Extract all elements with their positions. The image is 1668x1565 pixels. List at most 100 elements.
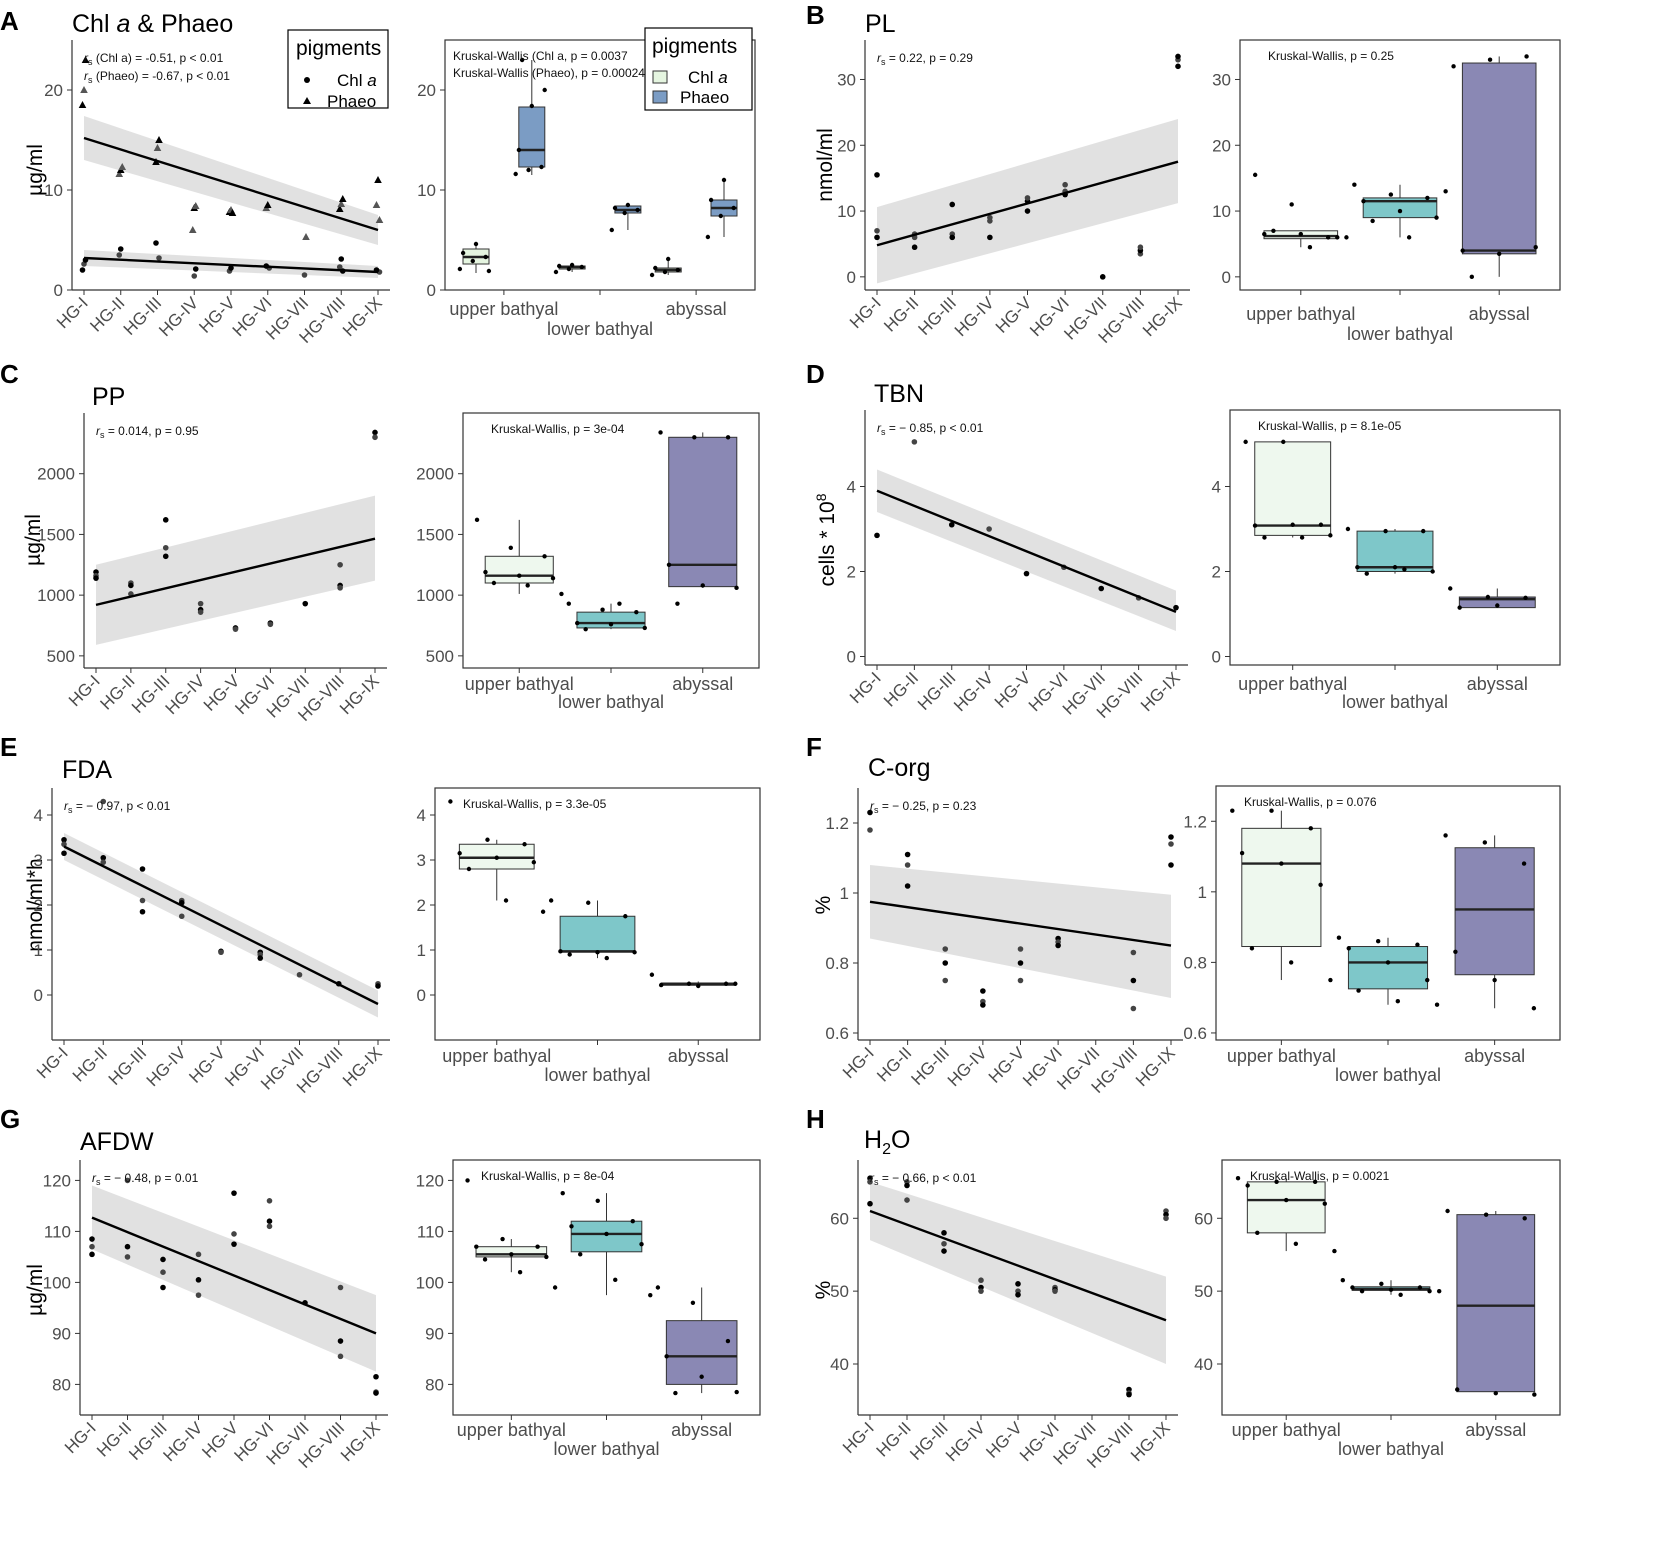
- confidence-band-H-0: [870, 1181, 1166, 1364]
- box-upper: [1254, 441, 1332, 536]
- data-point: [218, 949, 224, 956]
- data-point: [874, 234, 880, 241]
- data-point: [1126, 1391, 1132, 1398]
- scatter-B-ytick-label: 20: [837, 136, 856, 155]
- data-point-phaeo: [302, 233, 310, 240]
- regression-line-H-0: [869, 1209, 1167, 1322]
- data-point: [1168, 834, 1174, 840]
- jitter-point: [1332, 1248, 1337, 1254]
- scatter-D-ytick-label: 4: [847, 478, 856, 497]
- station-label: HG-II: [873, 1043, 915, 1085]
- data-point-phaeo: [228, 209, 237, 216]
- jitter-point: [609, 227, 614, 233]
- panel-title-D: TBN: [874, 380, 924, 408]
- data-point: [867, 1179, 873, 1185]
- data-point: [874, 227, 880, 234]
- jitter-point: [509, 1252, 514, 1257]
- panel-title-C: PP: [92, 383, 125, 411]
- jitter-point: [666, 256, 671, 262]
- data-point: [1168, 841, 1174, 847]
- jitter-point: [470, 258, 475, 264]
- data-point-phaeo: [188, 226, 197, 233]
- station-label: HG-IV: [162, 671, 209, 718]
- jitter-point: [566, 601, 571, 606]
- zone-label: abyssal: [672, 674, 733, 694]
- zone-label: abyssal: [671, 1420, 732, 1440]
- jitter-point: [635, 207, 640, 213]
- data-point: [89, 1243, 95, 1250]
- confidence-band-A-0: [84, 116, 378, 245]
- box-stat-annotation-F: Kruskal-Wallis, p = 0.076: [1244, 795, 1377, 809]
- legend-label-phaeo: Phaeo: [327, 92, 376, 111]
- jitter-point: [1415, 942, 1420, 947]
- jitter-point: [1308, 826, 1313, 831]
- station-label: HG-IV: [155, 293, 202, 340]
- data-point: [162, 553, 169, 560]
- scatter-G-ytick-label: 120: [43, 1171, 71, 1190]
- jitter-point: [483, 254, 488, 260]
- jitter-point: [1284, 1197, 1289, 1203]
- jitter-point: [655, 1285, 661, 1290]
- jitter-point: [604, 955, 609, 961]
- scatter-C-ytick-label: 2000: [37, 465, 75, 484]
- box-stat-annotation-H: Kruskal-Wallis, p = 0.0021: [1250, 1169, 1390, 1183]
- data-point: [266, 1223, 273, 1230]
- data-point: [986, 526, 992, 532]
- jitter-point: [1249, 946, 1255, 951]
- panel-H: HH2O%405060HG-IHG-IIHG-IIIHG-IVHG-VHG-VI…: [806, 1104, 1561, 1472]
- scatter-D-ytick-label: 0: [847, 648, 856, 667]
- confidence-band-C-0: [96, 495, 375, 645]
- data-point-phaeo: [115, 170, 124, 177]
- data-point: [100, 798, 107, 805]
- data-point: [1023, 570, 1030, 577]
- jitter-point: [1495, 603, 1500, 608]
- jitter-point: [529, 103, 534, 109]
- jitter-point: [1397, 208, 1403, 214]
- station-label: HG-IV: [950, 668, 997, 715]
- data-point-phaeo: [191, 202, 200, 209]
- jitter-point: [1451, 64, 1456, 69]
- jitter-point: [1340, 1278, 1346, 1283]
- jitter-point: [721, 177, 727, 183]
- scatter-plot-C: 500100015002000HG-IHG-IIHG-IIIHG-IVHG-VH…: [37, 413, 387, 725]
- station-label: HG-III: [915, 293, 960, 338]
- jitter-point: [600, 607, 605, 612]
- confidence-band-F-0: [870, 865, 1171, 998]
- jitter-point: [586, 900, 591, 905]
- jitter-point: [550, 575, 556, 581]
- data-point: [980, 1002, 986, 1008]
- jitter-point: [494, 855, 499, 860]
- jitter-point: [699, 1374, 704, 1379]
- y-axis-label-H: %: [812, 1281, 835, 1300]
- jitter-point: [539, 164, 544, 170]
- data-point-phaeo: [155, 136, 163, 143]
- jitter-point: [517, 573, 522, 578]
- jitter-point: [1328, 533, 1333, 538]
- box-D-ytick-label: 2: [1212, 563, 1221, 582]
- data-point: [1173, 604, 1179, 611]
- jitter-point: [731, 205, 736, 211]
- data-point: [231, 1241, 237, 1247]
- stat-annotation-A: rs (Chl a) = -0.51, p < 0.01: [84, 51, 224, 67]
- data-point: [867, 827, 873, 833]
- data-point: [987, 234, 993, 241]
- jitter-point: [1350, 1285, 1355, 1290]
- zone-label: lower bathyal: [544, 1065, 650, 1085]
- jitter-point: [1383, 528, 1388, 534]
- data-point: [1052, 1288, 1058, 1294]
- jitter-point: [491, 580, 497, 586]
- box-upper: [475, 1246, 548, 1258]
- scatter-E-ytick-label: 2: [34, 896, 43, 915]
- data-point: [942, 946, 949, 952]
- station-label: HG-IX: [1137, 668, 1184, 715]
- data-point-chl-a: [191, 273, 198, 279]
- jitter-point: [535, 1244, 540, 1249]
- data-point: [1168, 862, 1174, 868]
- jitter-point: [559, 591, 564, 597]
- data-point: [93, 575, 99, 581]
- jitter-point: [583, 626, 588, 632]
- station-label: HG-III: [105, 1043, 150, 1088]
